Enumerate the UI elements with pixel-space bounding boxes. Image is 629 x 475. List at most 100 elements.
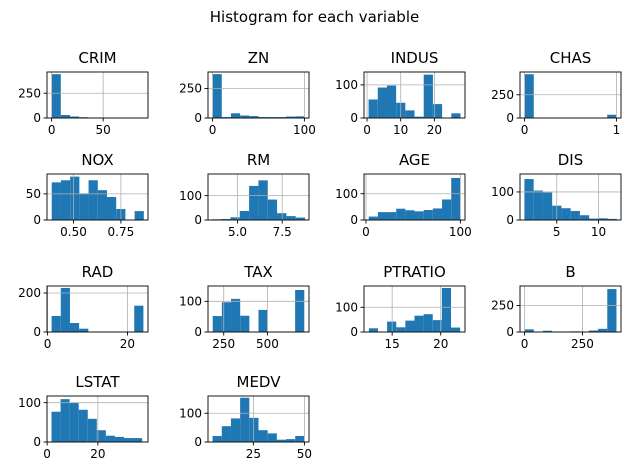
bar xyxy=(277,213,287,220)
bar xyxy=(230,217,240,220)
bar xyxy=(524,329,534,332)
bar xyxy=(221,219,231,220)
panel-title: RAD xyxy=(82,263,114,281)
bar xyxy=(276,117,287,118)
bar xyxy=(88,180,98,220)
bar xyxy=(230,113,241,118)
histogram-b: 0 250 0 250 B xyxy=(491,263,622,351)
y-tick-label: 0 xyxy=(33,213,41,227)
bar xyxy=(414,315,424,332)
histogram-medv: 25 50 0 100 MEDV xyxy=(179,373,312,461)
bar xyxy=(295,289,305,332)
bar xyxy=(377,212,388,220)
bar xyxy=(79,328,89,332)
histogram-chas: 0 1 0 250 CHAS xyxy=(491,49,622,137)
y-tick-label: 0 xyxy=(194,325,202,339)
bar xyxy=(295,217,306,220)
bar xyxy=(106,197,117,220)
figure-title: Histogram for each variable xyxy=(209,8,420,26)
bar xyxy=(134,305,144,332)
y-tick-label: 250 xyxy=(179,82,202,96)
bar xyxy=(212,74,222,118)
y-tick-label: 250 xyxy=(18,86,41,100)
bar xyxy=(249,116,259,118)
bar xyxy=(607,114,617,118)
panel-title: TAX xyxy=(243,263,273,281)
x-tick-label: 15 xyxy=(385,337,400,351)
histogram-lstat: 0 20 0 100 LSTAT xyxy=(18,373,149,461)
y-tick-label: 0 xyxy=(350,325,358,339)
x-tick-label: 5.0 xyxy=(228,225,247,239)
axes-frame xyxy=(46,173,149,221)
y-tick-label: 100 xyxy=(335,187,358,201)
y-tick-label: 100 xyxy=(179,189,202,203)
bar xyxy=(231,298,241,332)
bar xyxy=(386,85,397,118)
axes-frame xyxy=(519,285,622,333)
bar xyxy=(249,185,259,220)
bar xyxy=(451,327,461,332)
bar xyxy=(105,435,115,442)
bar xyxy=(405,210,415,220)
bar xyxy=(396,208,406,220)
axes-frame xyxy=(207,285,310,333)
bar xyxy=(69,323,80,332)
bar xyxy=(542,192,553,220)
bar xyxy=(414,211,424,220)
bar xyxy=(561,208,571,220)
x-tick-label: 1 xyxy=(613,123,621,137)
bar xyxy=(69,116,80,118)
panel-title: ZN xyxy=(248,49,270,67)
bar xyxy=(588,330,599,332)
bar xyxy=(432,208,443,220)
panel-title: LSTAT xyxy=(75,373,120,391)
bar xyxy=(607,218,617,220)
bar xyxy=(239,210,250,220)
x-tick-label: 0 xyxy=(521,123,529,137)
axes-frame xyxy=(207,71,310,119)
bar xyxy=(240,397,250,442)
y-tick-label: 0 xyxy=(33,111,41,125)
panel-title: CRIM xyxy=(78,49,116,67)
bar xyxy=(579,215,590,220)
bar xyxy=(533,190,543,220)
histogram-ptratio: 15 20 0 100 PTRATIO xyxy=(335,263,466,351)
bar xyxy=(387,321,397,332)
bar xyxy=(570,211,580,220)
histogram-crim: 0 50 0 250 CRIM xyxy=(18,49,149,137)
bar xyxy=(295,435,305,442)
bar xyxy=(69,402,79,442)
bar xyxy=(240,115,250,118)
bar xyxy=(134,211,144,220)
axes-frame xyxy=(363,173,466,221)
bar xyxy=(258,309,268,332)
bar xyxy=(258,117,268,118)
bar xyxy=(212,435,222,442)
x-tick-label: 25 xyxy=(246,447,261,461)
y-tick-label: 0 xyxy=(194,435,202,449)
y-tick-label: 100 xyxy=(491,185,514,199)
y-tick-label: 0 xyxy=(506,213,514,227)
bar xyxy=(221,117,231,118)
bar xyxy=(368,99,378,118)
bar xyxy=(589,218,599,220)
panel-title: RM xyxy=(247,151,270,169)
x-tick-label: 0 xyxy=(44,337,52,351)
bar xyxy=(432,320,442,332)
bar xyxy=(51,411,61,442)
bar xyxy=(524,74,534,118)
x-tick-label: 20 xyxy=(90,447,105,461)
y-tick-label: 0 xyxy=(33,435,41,449)
y-tick-label: 0 xyxy=(194,111,202,125)
bar xyxy=(405,110,415,118)
x-tick-label: 10 xyxy=(393,123,408,137)
bar xyxy=(51,316,61,332)
x-tick-label: 20 xyxy=(433,337,448,351)
x-tick-label: 0 xyxy=(43,447,51,461)
x-tick-label: 20 xyxy=(427,123,442,137)
bar xyxy=(96,430,106,442)
bar xyxy=(258,180,268,220)
